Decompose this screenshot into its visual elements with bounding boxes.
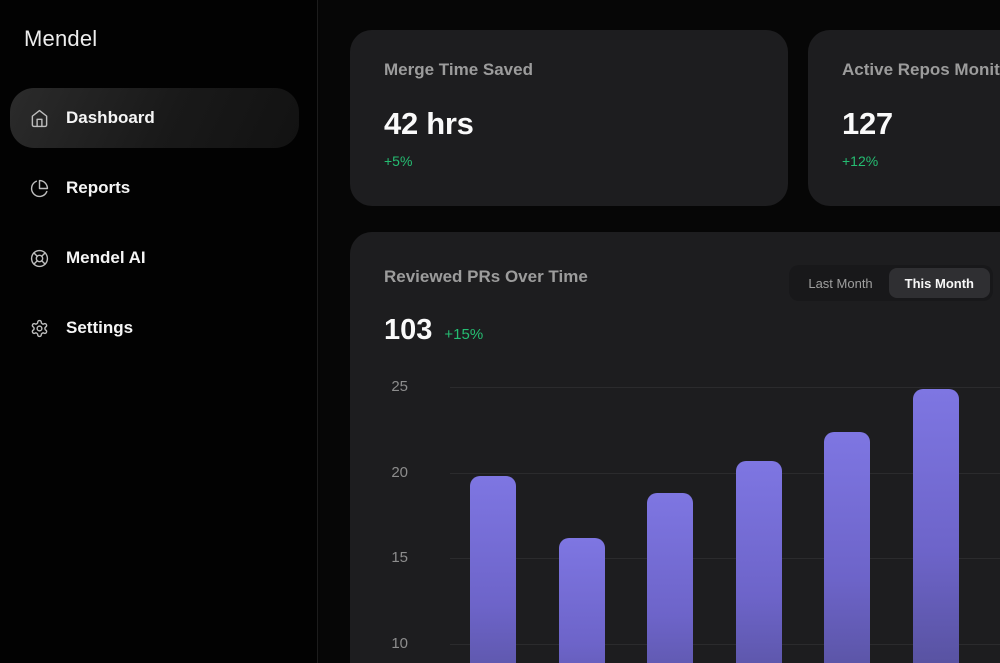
chart-summary: 103 +15% bbox=[384, 314, 483, 347]
toggle-option-this-month[interactable]: This Month bbox=[888, 268, 990, 298]
bar[interactable] bbox=[558, 537, 605, 663]
bar-chart: 25 20 15 10 bbox=[350, 378, 1000, 663]
lifebuoy-icon bbox=[30, 249, 49, 268]
gridline bbox=[450, 472, 1000, 474]
gridline bbox=[450, 558, 1000, 560]
bar[interactable] bbox=[735, 460, 782, 663]
home-icon bbox=[30, 109, 49, 128]
sidebar-item-label: Reports bbox=[66, 178, 131, 197]
chart-total-value: 103 bbox=[384, 314, 433, 346]
bar[interactable] bbox=[647, 493, 694, 663]
sidebar: Mendel Dashboard Reports bbox=[0, 0, 318, 663]
toggle-option-last-month[interactable]: Last Month bbox=[808, 275, 873, 291]
y-axis-tick-label: 25 bbox=[391, 378, 408, 395]
bar[interactable] bbox=[470, 476, 516, 663]
y-axis-tick-label: 10 bbox=[391, 635, 408, 653]
stat-card-delta-badge: +5% bbox=[384, 153, 413, 169]
gridline bbox=[450, 644, 1000, 646]
stat-card-title: Active Repos Monitored bbox=[842, 60, 1000, 79]
sidebar-item-mendel-ai[interactable]: Mendel AI bbox=[10, 228, 299, 288]
stat-card-delta-badge: +12% bbox=[842, 153, 879, 169]
sidebar-item-reports[interactable]: Reports bbox=[10, 158, 299, 218]
bar[interactable] bbox=[824, 431, 871, 663]
stat-card-title: Merge Time Saved bbox=[384, 60, 533, 79]
stat-card-active-repos: Active Repos Monitored 127 +12% bbox=[808, 30, 1000, 206]
gear-icon bbox=[30, 319, 49, 338]
y-axis-tick-label: 20 bbox=[391, 463, 408, 481]
stat-card-merge-time-saved: Merge Time Saved 42 hrs +5% bbox=[350, 30, 788, 206]
chart-title: Reviewed PRs Over Time bbox=[384, 267, 588, 286]
bar[interactable] bbox=[913, 388, 959, 663]
stat-card-value: 127 bbox=[842, 106, 893, 141]
chart-delta-badge: +15% bbox=[444, 326, 484, 343]
app-logo: Mendel bbox=[24, 26, 98, 51]
chart-card-reviewed-prs: Reviewed PRs Over Time Last Month This M… bbox=[350, 232, 1000, 663]
sidebar-item-settings[interactable]: Settings bbox=[10, 298, 299, 358]
gridline bbox=[450, 387, 1000, 388]
sidebar-nav: Dashboard Reports bbox=[10, 88, 299, 368]
sidebar-item-label: Settings bbox=[66, 318, 134, 337]
sidebar-item-label: Dashboard bbox=[66, 108, 155, 127]
pie-chart-icon bbox=[30, 179, 49, 198]
y-axis-tick-label: 15 bbox=[391, 549, 408, 567]
time-range-toggle: Last Month This Month bbox=[789, 265, 993, 301]
stat-card-value: 42 hrs bbox=[384, 106, 474, 141]
sidebar-item-label: Mendel AI bbox=[66, 248, 146, 267]
sidebar-item-dashboard[interactable]: Dashboard bbox=[10, 88, 299, 148]
